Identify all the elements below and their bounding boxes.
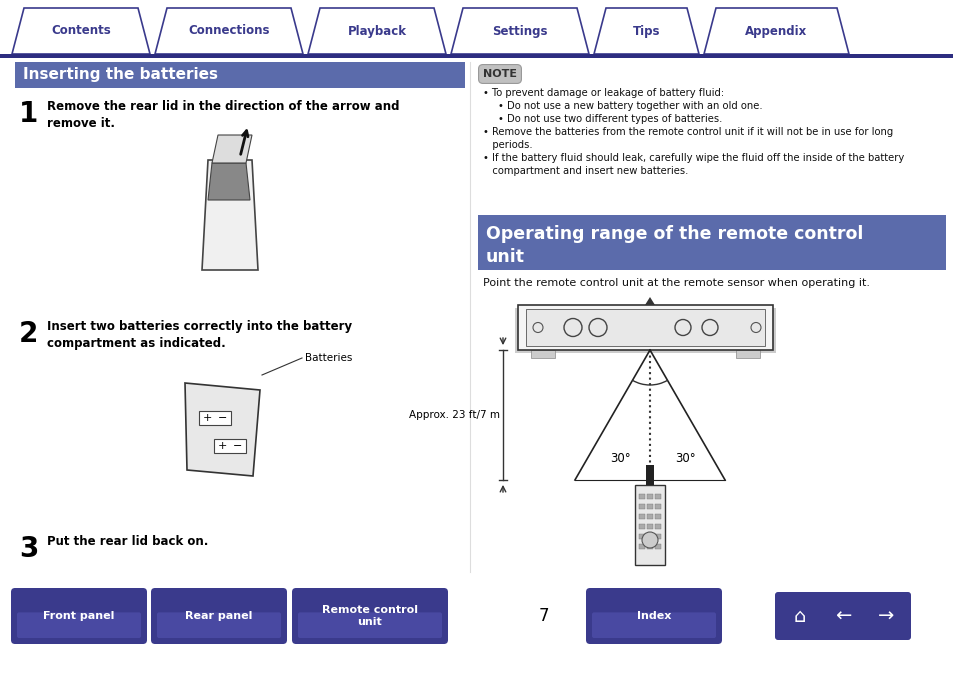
Polygon shape	[202, 160, 257, 270]
Text: Connections: Connections	[188, 24, 270, 38]
FancyBboxPatch shape	[157, 612, 281, 638]
Text: • Do not use two different types of batteries.: • Do not use two different types of batt…	[497, 114, 721, 124]
Text: 30°: 30°	[674, 452, 695, 464]
Text: Remote control
unit: Remote control unit	[322, 605, 417, 627]
Bar	[646, 514, 652, 519]
Bar	[515, 308, 775, 353]
Polygon shape	[594, 8, 699, 54]
Bar	[639, 524, 644, 529]
Text: • Do not use a new battery together with an old one.: • Do not use a new battery together with…	[497, 101, 761, 111]
Bar	[15, 62, 464, 88]
FancyBboxPatch shape	[297, 612, 441, 638]
Polygon shape	[703, 8, 848, 54]
Bar	[639, 544, 644, 549]
Text: • Remove the batteries from the remote control unit if it will not be in use for: • Remove the batteries from the remote c…	[482, 127, 892, 137]
Text: Remove the rear lid in the direction of the arrow and
remove it.: Remove the rear lid in the direction of …	[47, 100, 399, 130]
Bar	[655, 534, 660, 539]
Bar	[639, 494, 644, 499]
FancyBboxPatch shape	[585, 588, 721, 644]
FancyBboxPatch shape	[151, 588, 287, 644]
Text: 2: 2	[19, 320, 38, 348]
Bar	[525, 309, 764, 346]
Bar	[525, 309, 764, 346]
Text: 7: 7	[538, 607, 549, 625]
Polygon shape	[451, 8, 588, 54]
Text: Batteries: Batteries	[305, 353, 352, 363]
Text: ⌂: ⌂	[793, 606, 805, 625]
Bar	[646, 534, 652, 539]
Text: ←: ←	[834, 606, 850, 625]
Bar	[655, 524, 660, 529]
Bar	[639, 514, 644, 519]
Text: Insert two batteries correctly into the battery
compartment as indicated.: Insert two batteries correctly into the …	[47, 320, 352, 350]
Text: 30°: 30°	[609, 452, 630, 464]
Text: Index: Index	[637, 611, 671, 621]
Text: 3: 3	[19, 535, 38, 563]
Text: 1: 1	[19, 100, 38, 128]
FancyBboxPatch shape	[817, 592, 867, 640]
Text: periods.: periods.	[482, 140, 532, 150]
Text: Playback: Playback	[347, 24, 406, 38]
Text: →: →	[877, 606, 893, 625]
Text: Settings: Settings	[492, 24, 547, 38]
Text: Front panel: Front panel	[43, 611, 114, 621]
Bar	[0, 54, 953, 58]
Bar	[646, 494, 652, 499]
Bar	[646, 504, 652, 509]
Text: Operating range of the remote control
unit: Operating range of the remote control un…	[485, 225, 862, 266]
Bar	[735, 350, 760, 358]
Polygon shape	[308, 8, 446, 54]
Text: Rear panel: Rear panel	[185, 611, 253, 621]
Text: compartment and insert new batteries.: compartment and insert new batteries.	[482, 166, 688, 176]
Polygon shape	[154, 8, 303, 54]
Bar	[646, 544, 652, 549]
Text: +: +	[217, 441, 227, 451]
Polygon shape	[644, 297, 655, 305]
Polygon shape	[212, 135, 252, 163]
Text: −: −	[218, 413, 228, 423]
Bar	[639, 534, 644, 539]
Polygon shape	[208, 163, 250, 200]
Text: Contents: Contents	[51, 24, 111, 38]
Bar	[0, 642, 953, 672]
FancyBboxPatch shape	[592, 612, 716, 638]
FancyBboxPatch shape	[774, 592, 824, 640]
Bar	[639, 504, 644, 509]
Text: NOTE: NOTE	[482, 69, 517, 79]
Bar	[477, 215, 945, 270]
FancyBboxPatch shape	[861, 592, 910, 640]
Bar	[655, 544, 660, 549]
Bar	[646, 524, 652, 529]
Polygon shape	[185, 383, 260, 476]
Text: Put the rear lid back on.: Put the rear lid back on.	[47, 535, 208, 548]
Bar	[517, 305, 772, 350]
Bar	[199, 411, 231, 425]
Text: • If the battery fluid should leak, carefully wipe the fluid off the inside of t: • If the battery fluid should leak, care…	[482, 153, 903, 163]
Circle shape	[641, 532, 658, 548]
FancyBboxPatch shape	[292, 588, 448, 644]
Text: Approx. 23 ft/7 m: Approx. 23 ft/7 m	[409, 410, 499, 420]
Bar	[655, 494, 660, 499]
FancyBboxPatch shape	[17, 612, 141, 638]
Bar	[635, 485, 664, 565]
Text: Inserting the batteries: Inserting the batteries	[23, 67, 218, 83]
Bar	[655, 504, 660, 509]
Text: • To prevent damage or leakage of battery fluid:: • To prevent damage or leakage of batter…	[482, 88, 723, 98]
Polygon shape	[12, 8, 150, 54]
Bar	[531, 350, 555, 358]
Text: Point the remote control unit at the remote sensor when operating it.: Point the remote control unit at the rem…	[482, 278, 869, 288]
FancyBboxPatch shape	[11, 588, 147, 644]
Bar	[517, 305, 772, 350]
Text: −: −	[233, 441, 242, 451]
Bar	[655, 514, 660, 519]
Text: +: +	[202, 413, 212, 423]
Text: Tips: Tips	[632, 24, 659, 38]
Bar	[213, 439, 246, 453]
Text: Appendix: Appendix	[744, 24, 807, 38]
Bar	[645, 465, 654, 485]
